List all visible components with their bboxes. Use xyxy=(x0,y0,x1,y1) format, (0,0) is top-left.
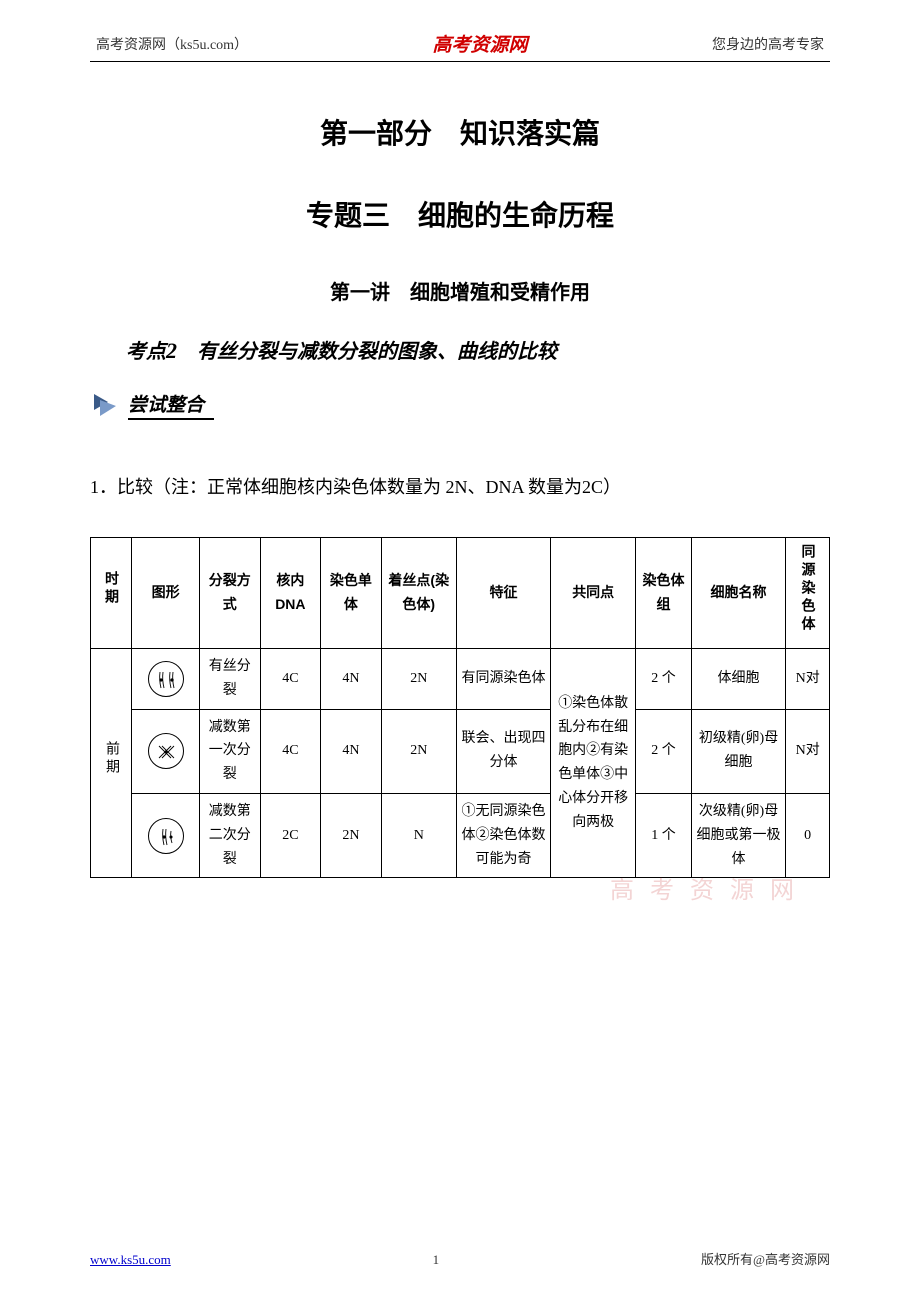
cell-chromatid: 2N xyxy=(321,793,382,877)
cell-homolog: 0 xyxy=(786,793,830,877)
th-homolog: 同源染色体 xyxy=(786,538,830,649)
header-divider xyxy=(90,61,830,62)
cell-mode: 减数第一次分裂 xyxy=(200,709,261,793)
table-row: 减数第一次分裂 4C 4N 2N 联会、出现四分体 2 个 初级精(卵)母细胞 … xyxy=(91,709,830,793)
cell-cellname: 初级精(卵)母细胞 xyxy=(691,709,785,793)
comparison-table: 时期 图形 分裂方式 核内DNA 染色单体 着丝点(染色体) 特征 共同点 染色… xyxy=(90,537,830,878)
footer-copyright: 版权所有@高考资源网 xyxy=(701,1249,830,1268)
cell-feature: ①无同源染色体②染色体数可能为奇 xyxy=(456,793,550,877)
cell-homolog: N对 xyxy=(786,648,830,709)
cell-shape xyxy=(132,648,200,709)
header-right-text: 您身边的高考专家 xyxy=(712,34,824,54)
cell-dna: 4C xyxy=(260,709,321,793)
th-cellname: 细胞名称 xyxy=(691,538,785,649)
footer-page-number: 1 xyxy=(433,1252,440,1268)
cell-shape xyxy=(132,793,200,877)
cell-shape xyxy=(132,709,200,793)
cell-diagram-icon xyxy=(148,818,184,854)
section-tag-icon xyxy=(90,392,124,418)
cell-dna: 4C xyxy=(260,648,321,709)
page-footer: www.ks5u.com 1 版权所有@高考资源网 xyxy=(90,1249,830,1268)
th-dna: 核内DNA xyxy=(260,538,321,649)
table-header-row: 时期 图形 分裂方式 核内DNA 染色单体 着丝点(染色体) 特征 共同点 染色… xyxy=(91,538,830,649)
lecture-title: 第一讲 细胞增殖和受精作用 xyxy=(90,276,830,305)
table-row: 减数第二次分裂 2C 2N N ①无同源染色体②染色体数可能为奇 1 个 次级精… xyxy=(91,793,830,877)
page-header: 高考资源网（ks5u.com） 高考资源网 您身边的高考专家 xyxy=(90,30,830,57)
th-mode: 分裂方式 xyxy=(200,538,261,649)
kaodian-heading: 考点2 有丝分裂与减数分裂的图象、曲线的比较 xyxy=(126,335,830,364)
intro-text: 1．比较（注：正常体细胞核内染色体数量为 2N、DNA 数量为2C） xyxy=(90,466,830,509)
cell-mode: 减数第二次分裂 xyxy=(200,793,261,877)
part-title: 第一部分 知识落实篇 xyxy=(90,112,830,152)
th-common: 共同点 xyxy=(551,538,636,649)
cell-feature: 联会、出现四分体 xyxy=(456,709,550,793)
header-left-text: 高考资源网（ks5u.com） xyxy=(96,34,248,54)
cell-period: 前期 xyxy=(91,648,132,877)
th-shape: 图形 xyxy=(132,538,200,649)
cell-mode: 有丝分裂 xyxy=(200,648,261,709)
section-tag: 尝试整合 xyxy=(90,390,830,420)
th-feature: 特征 xyxy=(456,538,550,649)
cell-homolog: N对 xyxy=(786,709,830,793)
cell-feature: 有同源染色体 xyxy=(456,648,550,709)
cell-set: 2 个 xyxy=(636,709,692,793)
th-set: 染色体组 xyxy=(636,538,692,649)
th-chromatid: 染色单体 xyxy=(321,538,382,649)
cell-diagram-icon xyxy=(148,733,184,769)
topic-title: 专题三 细胞的生命历程 xyxy=(90,194,830,234)
th-period: 时期 xyxy=(91,538,132,649)
cell-centromere: 2N xyxy=(381,709,456,793)
kaodian-number: 2 xyxy=(166,338,177,363)
kaodian-text: 有丝分裂与减数分裂的图象、曲线的比较 xyxy=(177,341,557,363)
cell-dna: 2C xyxy=(260,793,321,877)
cell-chromatid: 4N xyxy=(321,709,382,793)
cell-cellname: 次级精(卵)母细胞或第一极体 xyxy=(691,793,785,877)
kaodian-prefix: 考点 xyxy=(126,341,166,363)
table-row: 前期 有丝分裂 4C 4N 2N 有同源染色体 xyxy=(91,648,830,709)
footer-link[interactable]: www.ks5u.com xyxy=(90,1252,171,1268)
th-centromere: 着丝点(染色体) xyxy=(381,538,456,649)
cell-cellname: 体细胞 xyxy=(691,648,785,709)
cell-set: 1 个 xyxy=(636,793,692,877)
cell-diagram-icon xyxy=(148,661,184,697)
cell-centromere: 2N xyxy=(381,648,456,709)
section-tag-text: 尝试整合 xyxy=(128,390,214,420)
cell-chromatid: 4N xyxy=(321,648,382,709)
cell-set: 2 个 xyxy=(636,648,692,709)
header-brand: 高考资源网 xyxy=(433,30,528,57)
cell-centromere: N xyxy=(381,793,456,877)
cell-common: ①染色体散乱分布在细胞内②有染色单体③中心体分开移向两极 xyxy=(551,648,636,877)
